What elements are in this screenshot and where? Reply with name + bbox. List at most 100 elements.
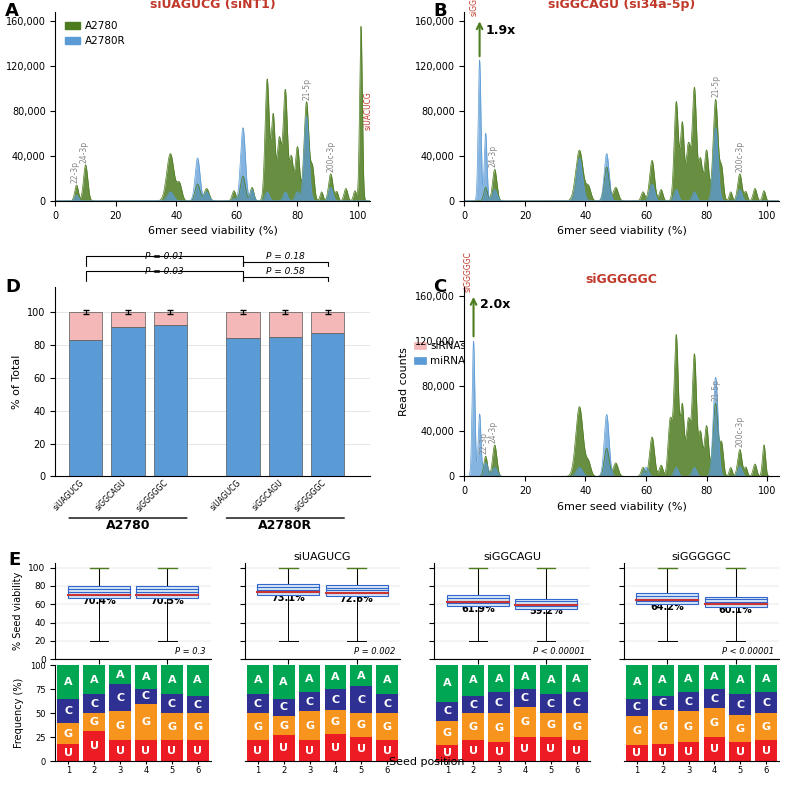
Text: C: C	[280, 703, 288, 713]
Legend: A2780, A2780R: A2780, A2780R	[61, 17, 129, 50]
Y-axis label: Read counts: Read counts	[399, 348, 409, 416]
Bar	[58, 665, 79, 699]
Bar	[58, 723, 79, 744]
Text: G: G	[64, 728, 73, 739]
Text: A: A	[115, 670, 124, 680]
Text: C: C	[433, 278, 446, 296]
Bar	[514, 706, 536, 737]
Text: G: G	[710, 718, 719, 728]
Text: 22-3p: 22-3p	[479, 432, 489, 454]
Text: C: C	[469, 699, 477, 710]
Text: C: C	[358, 695, 365, 705]
Text: C: C	[521, 693, 529, 703]
Bar	[187, 714, 209, 740]
Text: A: A	[633, 677, 641, 687]
Bar	[187, 740, 209, 761]
Text: G: G	[572, 721, 581, 732]
Bar	[703, 737, 725, 761]
Bar	[540, 714, 562, 737]
Text: A: A	[573, 674, 581, 684]
Text: C: C	[194, 699, 202, 710]
Title: siGGCAGU: siGGCAGU	[483, 552, 541, 562]
Bar	[488, 665, 510, 692]
Text: G: G	[167, 721, 176, 732]
Text: U: U	[710, 744, 719, 754]
Bar	[566, 714, 588, 740]
Text: siUACUCG: siUACUCG	[364, 91, 373, 130]
Bar	[462, 696, 484, 714]
Bar	[299, 665, 320, 692]
Bar	[462, 665, 484, 696]
Text: G: G	[658, 722, 668, 732]
Bar	[437, 665, 458, 702]
Bar	[135, 665, 157, 689]
Text: A: A	[90, 674, 99, 685]
Bar	[350, 686, 373, 714]
Bar	[226, 338, 259, 476]
Bar	[299, 711, 320, 740]
Text: U: U	[168, 746, 176, 756]
Text: C: C	[305, 697, 313, 706]
Text: G: G	[193, 721, 202, 732]
Bar	[626, 745, 648, 761]
Bar	[112, 327, 145, 476]
Text: C: C	[168, 699, 176, 709]
Text: G: G	[520, 717, 529, 727]
Text: U: U	[762, 746, 770, 756]
Bar	[311, 334, 344, 476]
Text: A: A	[357, 670, 365, 681]
Bar	[515, 599, 577, 609]
Bar	[58, 744, 79, 761]
Bar	[755, 692, 777, 714]
Bar	[247, 665, 269, 694]
Text: G: G	[253, 721, 263, 732]
Text: C: C	[383, 699, 392, 709]
Text: G: G	[762, 721, 770, 732]
Text: U: U	[684, 747, 693, 757]
Bar	[652, 665, 673, 696]
Bar	[678, 711, 699, 742]
Text: U: U	[468, 746, 478, 756]
Text: D: D	[5, 278, 20, 296]
Text: G: G	[736, 724, 745, 734]
Text: A: A	[64, 677, 73, 687]
Text: C: C	[331, 695, 339, 705]
Bar	[705, 597, 766, 607]
Bar	[636, 593, 698, 604]
Text: U: U	[193, 746, 202, 756]
Text: 72.6%: 72.6%	[340, 593, 373, 604]
Text: P = 0.03: P = 0.03	[145, 267, 184, 276]
Bar	[350, 665, 373, 686]
Text: G: G	[142, 717, 150, 727]
Bar	[58, 699, 79, 723]
Bar	[135, 689, 157, 703]
Text: U: U	[383, 746, 392, 756]
Text: C: C	[573, 698, 581, 707]
Bar	[514, 737, 536, 761]
Text: P = 0.18: P = 0.18	[266, 252, 305, 261]
Bar	[247, 694, 269, 714]
Text: A: A	[494, 674, 503, 684]
Bar	[136, 586, 199, 598]
Bar	[540, 665, 562, 694]
Text: U: U	[305, 746, 314, 756]
Bar	[377, 740, 398, 761]
Text: Seed position: Seed position	[389, 758, 465, 768]
Bar	[755, 740, 777, 761]
Text: siGGCAGU: siGGCAGU	[470, 0, 479, 16]
Bar	[324, 710, 346, 735]
Bar	[729, 665, 751, 694]
Text: P = 0.3: P = 0.3	[176, 648, 206, 656]
Bar	[540, 694, 562, 714]
Text: C: C	[659, 698, 667, 708]
X-axis label: 6mer seed viability (%): 6mer seed viability (%)	[557, 226, 687, 236]
Y-axis label: % Seed viability: % Seed viability	[13, 572, 23, 650]
Bar	[83, 665, 105, 694]
Text: 70.4%: 70.4%	[82, 596, 115, 606]
Text: A: A	[684, 674, 693, 684]
Bar	[326, 585, 388, 596]
Text: C: C	[90, 699, 98, 709]
Bar	[273, 736, 294, 761]
Text: A: A	[547, 674, 555, 685]
Bar	[437, 702, 458, 721]
